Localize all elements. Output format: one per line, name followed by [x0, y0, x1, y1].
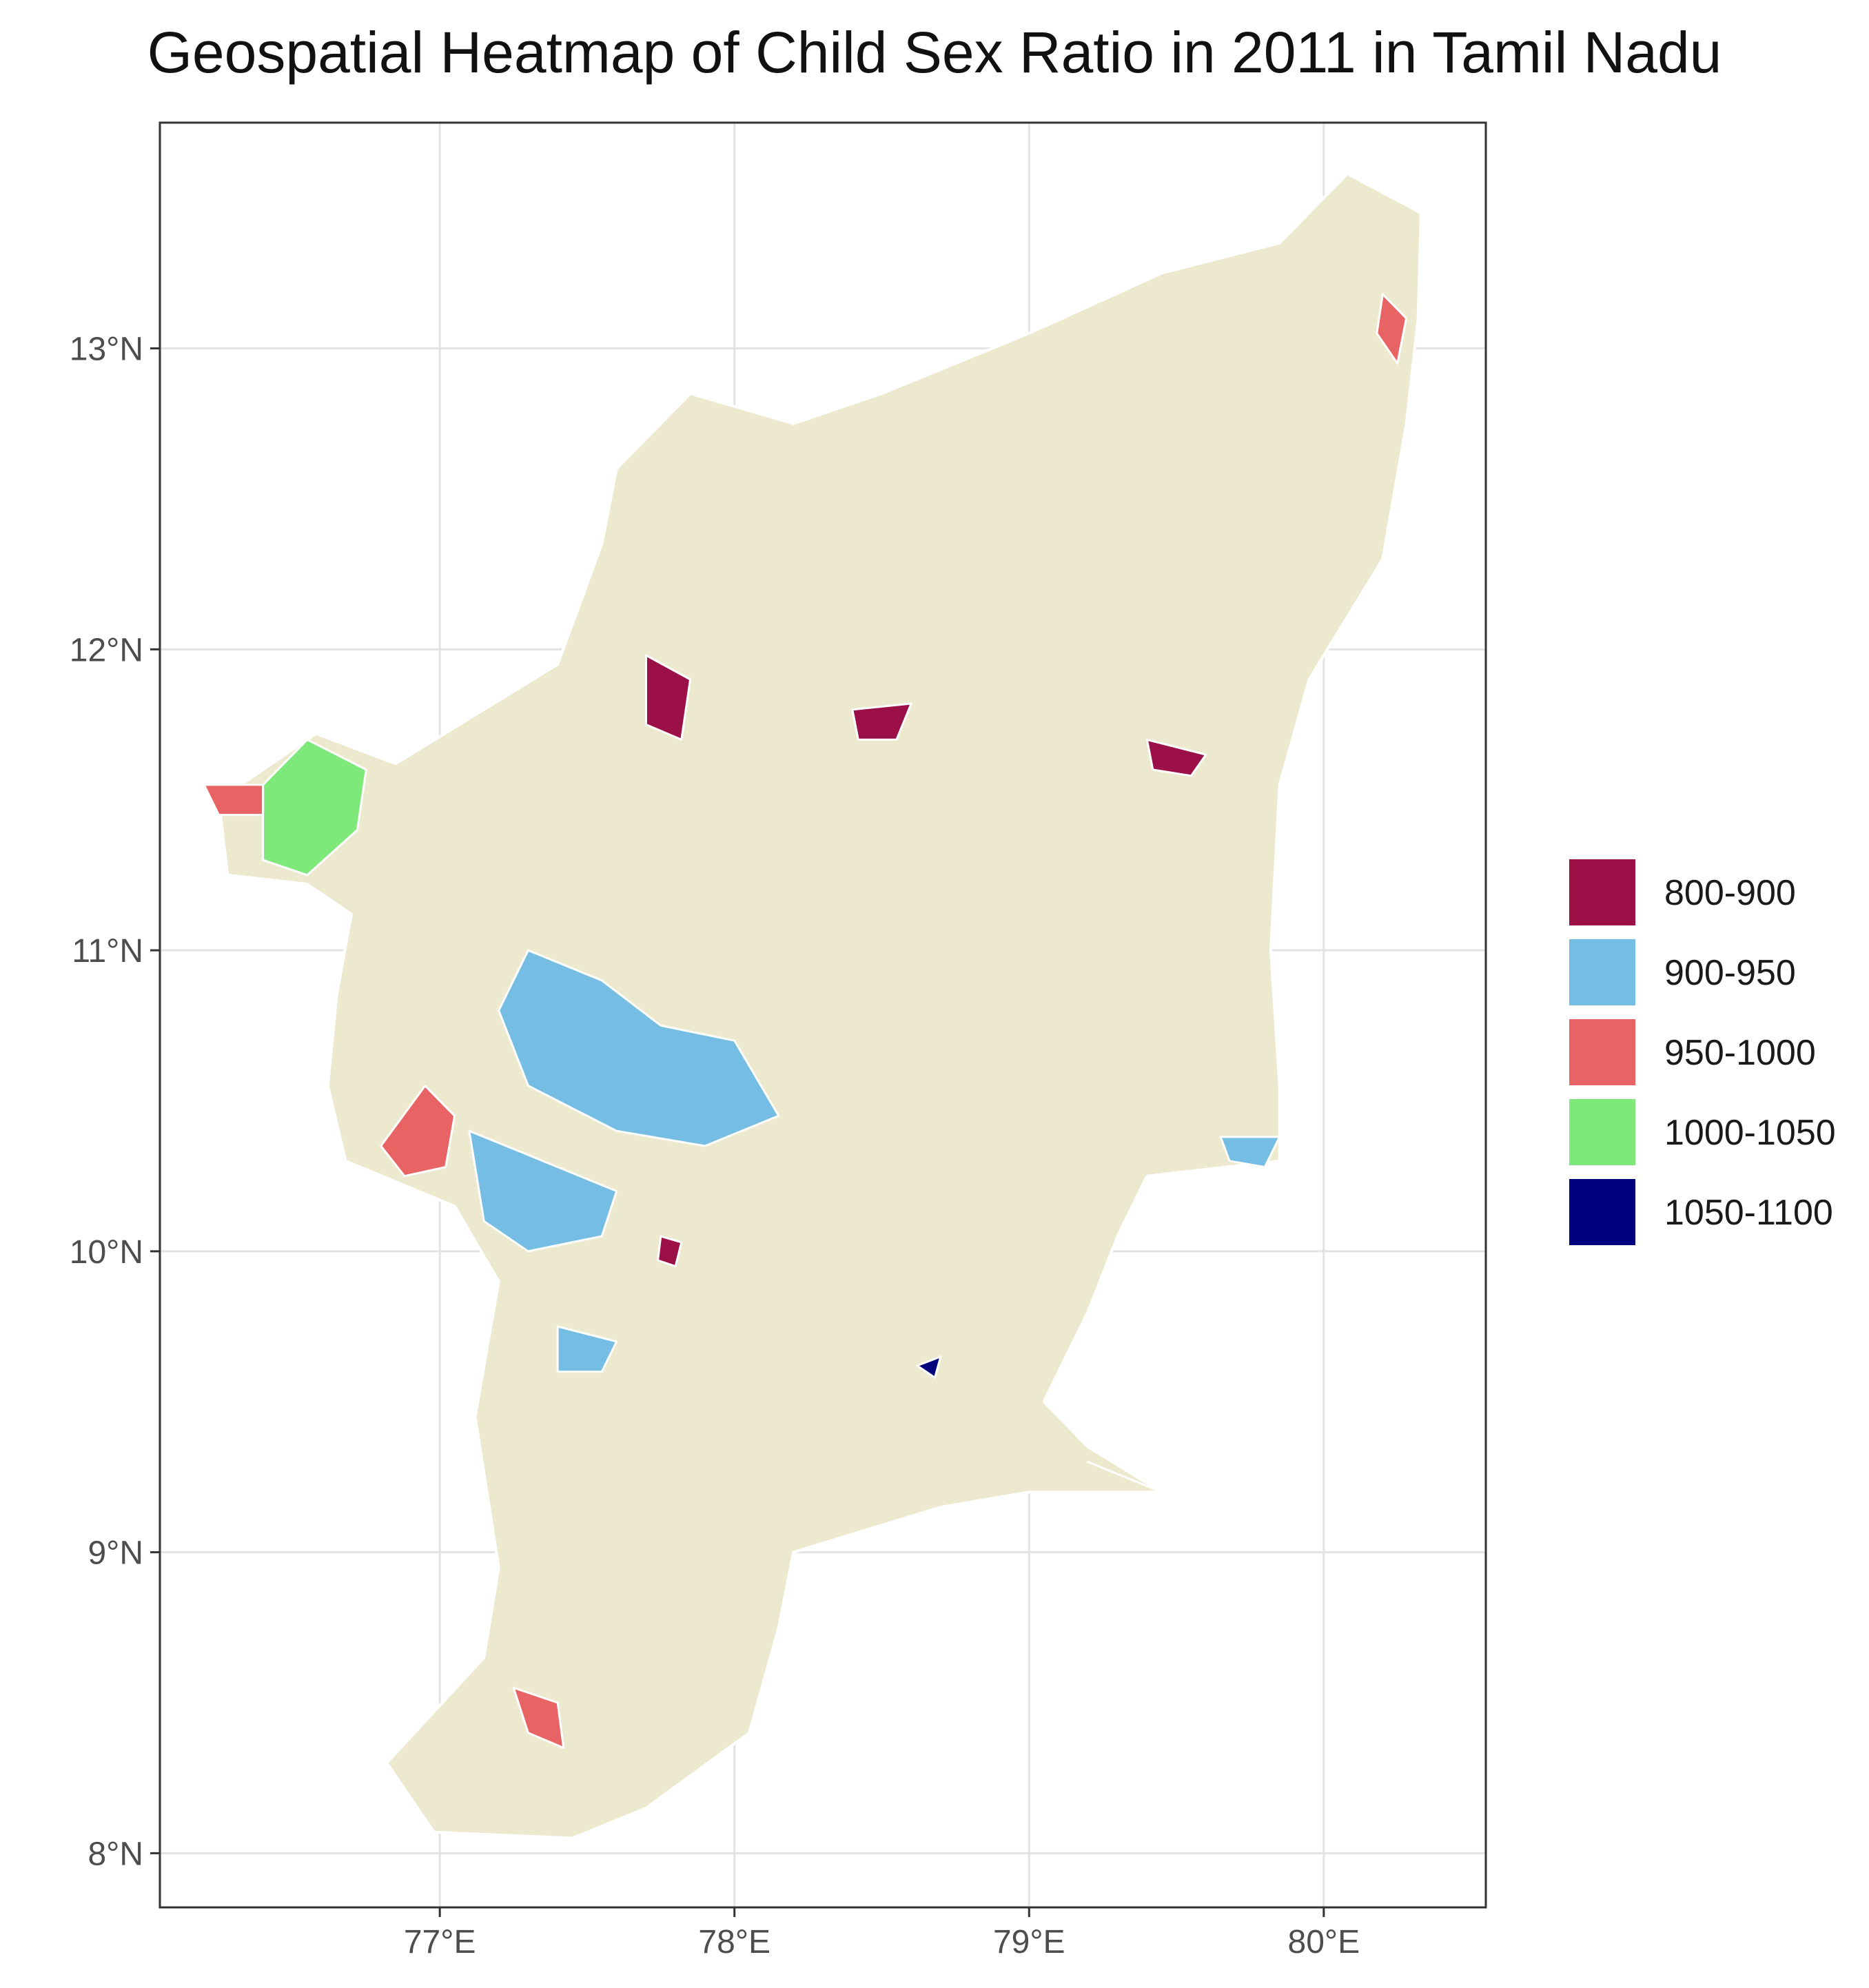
- y-tick-label: 10°N: [70, 1234, 143, 1271]
- region-950-1000: [380, 1085, 456, 1178]
- y-tick-label: 13°N: [70, 331, 143, 368]
- map-regions: [203, 172, 1422, 1840]
- legend-label: 950-1000: [1664, 1033, 1816, 1073]
- region-800-900: [851, 702, 912, 741]
- region-800-900: [645, 654, 692, 741]
- y-tick-label: 8°N: [88, 1836, 143, 1872]
- region-950-1000: [1087, 1461, 1163, 1493]
- state-base-region: [217, 172, 1422, 1840]
- legend-key: [1566, 1176, 1638, 1248]
- latitude-axis: 8°N 9°N 10°N 11°N 12°N 13°N: [70, 331, 160, 1872]
- panel-border: [159, 121, 1487, 1909]
- region-900-950: [556, 1325, 618, 1373]
- legend-key: [1566, 1016, 1638, 1088]
- legend-key: [1566, 857, 1638, 928]
- region-800-900: [1145, 738, 1207, 777]
- region-900-950: [498, 949, 780, 1147]
- x-tick-label: 78°E: [698, 1924, 770, 1960]
- region-1050-1100: [916, 1355, 942, 1379]
- x-tick-label: 80°E: [1288, 1924, 1360, 1960]
- region-900-950: [1219, 1136, 1281, 1169]
- legend-label: 900-950: [1664, 953, 1796, 993]
- longitude-axis: 77°E 78°E 79°E 80°E: [404, 1907, 1360, 1960]
- y-tick-label: 9°N: [88, 1535, 143, 1572]
- y-tick-label: 11°N: [72, 933, 143, 970]
- chart-title: Geospatial Heatmap of Child Sex Ratio in…: [147, 20, 1722, 85]
- x-tick-label: 77°E: [404, 1924, 476, 1960]
- legend-key: [1566, 1096, 1638, 1168]
- region-900-950: [468, 1129, 618, 1253]
- legend-key: [1566, 936, 1638, 1008]
- x-tick-label: 79°E: [993, 1924, 1065, 1960]
- region-950-1000: [1376, 293, 1408, 365]
- region-950-1000: [512, 1686, 565, 1749]
- y-tick-label: 12°N: [70, 632, 143, 668]
- legend-label: 1000-1050: [1664, 1113, 1836, 1153]
- legend: 800-900 900-950 950-1000 1000-1050 1050-1100: [1566, 857, 1836, 1248]
- legend-label: 1050-1100: [1664, 1193, 1833, 1233]
- legend-label: 800-900: [1664, 873, 1796, 913]
- region-1000-1050: [262, 738, 367, 877]
- region-800-900: [657, 1235, 683, 1268]
- region-950-1000: [203, 783, 265, 817]
